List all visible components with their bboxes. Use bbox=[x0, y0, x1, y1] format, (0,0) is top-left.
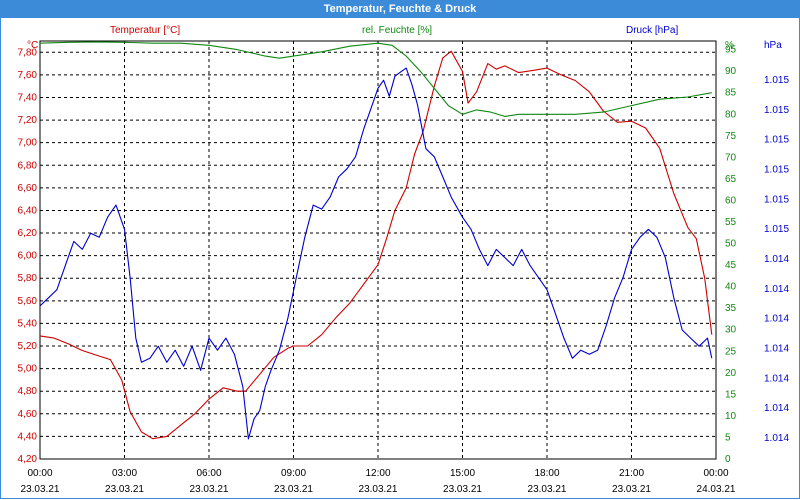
date-tick-label: 23.03.21 bbox=[528, 484, 567, 495]
temperature-axis-ticks: 7,80 7,60 7,40 7,20 7,00 6,80 6,60 6,40 6,20 6,00… bbox=[18, 47, 38, 465]
pressure-tick-label: 1.014 bbox=[764, 403, 789, 414]
temperature-tick-label: 4,80 bbox=[18, 386, 38, 397]
date-tick-label: 23.03.21 bbox=[612, 484, 651, 495]
time-tick-label: 18:00 bbox=[534, 468, 559, 479]
humidity-tick-label: 25 bbox=[725, 346, 737, 357]
pressure-tick-label: 1.015 bbox=[764, 165, 789, 176]
date-tick-label: 23.03.21 bbox=[105, 484, 144, 495]
humidity-tick-label: 0 bbox=[725, 454, 731, 465]
humidity-tick-label: 80 bbox=[725, 109, 737, 120]
pressure-tick-label: 1.015 bbox=[764, 105, 789, 116]
date-tick-label: 23.03.21 bbox=[21, 484, 60, 495]
date-tick-label: 23.03.21 bbox=[190, 484, 229, 495]
time-tick-label: 03:00 bbox=[112, 468, 137, 479]
humidity-tick-label: 85 bbox=[725, 88, 737, 99]
time-axis-ticks: 00:00 23.03.21 03:00 23.03.21 06:00 23.03.21 0… bbox=[21, 468, 736, 495]
pressure-tick-label: 1.015 bbox=[764, 194, 789, 205]
temperature-tick-label: 4,60 bbox=[18, 409, 38, 420]
temperature-tick-label: 5,60 bbox=[18, 296, 38, 307]
pressure-tick-label: 1.014 bbox=[764, 254, 789, 265]
time-tick-label: 15:00 bbox=[450, 468, 475, 479]
series-lines bbox=[39, 41, 713, 440]
temperature-legend-label: Temperatur [°C] bbox=[110, 25, 180, 36]
humidity-tick-label: 65 bbox=[725, 174, 737, 185]
temperature-tick-label: 6,00 bbox=[18, 251, 38, 262]
humidity-tick-label: 50 bbox=[725, 239, 737, 250]
pressure-unit-label: hPa bbox=[764, 40, 782, 51]
temperature-tick-label: 6,60 bbox=[18, 183, 38, 194]
temperature-tick-label: 4,20 bbox=[18, 454, 38, 465]
temperature-unit-label: °C bbox=[27, 40, 38, 51]
temperature-tick-label: 6,20 bbox=[18, 228, 38, 239]
pressure-legend-label: Druck [hPa] bbox=[626, 25, 678, 36]
humidity-tick-label: 95 bbox=[725, 45, 737, 56]
pressure-tick-label: 1.015 bbox=[764, 75, 789, 86]
temperature-tick-label: 4,40 bbox=[18, 431, 38, 442]
time-tick-label: 09:00 bbox=[281, 468, 306, 479]
humidity-tick-label: 10 bbox=[725, 411, 737, 422]
temperature-tick-label: 5,00 bbox=[18, 364, 38, 375]
humidity-tick-label: 55 bbox=[725, 217, 737, 228]
pressure-tick-label: 1.014 bbox=[764, 344, 789, 355]
humidity-tick-label: 30 bbox=[725, 325, 737, 336]
humidity-tick-label: 40 bbox=[725, 282, 737, 293]
humidity-unit-label: % bbox=[725, 40, 734, 51]
pressure-tick-label: 1.014 bbox=[764, 314, 789, 325]
grid-lines bbox=[40, 41, 716, 459]
temperature-tick-label: 6,80 bbox=[18, 160, 38, 171]
date-tick-label: 23.03.21 bbox=[274, 484, 313, 495]
temperature-tick-label: 7,40 bbox=[18, 92, 38, 103]
humidity-tick-label: 60 bbox=[725, 195, 737, 206]
date-tick-label: 24.03.21 bbox=[697, 484, 736, 495]
pressure-tick-label: 1.014 bbox=[764, 284, 789, 295]
time-tick-label: 21:00 bbox=[619, 468, 644, 479]
pressure-tick-label: 1.014 bbox=[764, 433, 789, 444]
time-tick-label: 06:00 bbox=[196, 468, 221, 479]
pressure-line bbox=[39, 67, 713, 440]
pressure-tick-label: 1.015 bbox=[764, 135, 789, 146]
humidity-tick-label: 75 bbox=[725, 131, 737, 142]
temperature-tick-label: 5,20 bbox=[18, 341, 38, 352]
temperature-tick-label: 7,80 bbox=[18, 47, 38, 58]
humidity-tick-label: 5 bbox=[725, 432, 731, 443]
temperature-tick-label: 5,40 bbox=[18, 318, 38, 329]
humidity-legend-label: rel. Feuchte [%] bbox=[362, 25, 432, 36]
temperature-tick-label: 6,40 bbox=[18, 205, 38, 216]
temperature-tick-label: 7,20 bbox=[18, 115, 38, 126]
pressure-tick-label: 1.015 bbox=[764, 224, 789, 235]
plot-area-border bbox=[39, 40, 717, 460]
pressure-tick-label: 1.014 bbox=[764, 373, 789, 384]
date-tick-label: 23.03.21 bbox=[443, 484, 482, 495]
time-tick-label: 00:00 bbox=[703, 468, 728, 479]
temperature-tick-label: 5,80 bbox=[18, 273, 38, 284]
pressure-axis-ticks: 1.015 1.015 1.015 1.015 1.015 1.015 1.014 1.014… bbox=[764, 75, 789, 444]
temperature-tick-label: 7,60 bbox=[18, 70, 38, 81]
humidity-tick-label: 90 bbox=[725, 66, 737, 77]
temperature-line bbox=[39, 50, 713, 440]
humidity-tick-label: 70 bbox=[725, 152, 737, 163]
humidity-line bbox=[39, 41, 712, 117]
date-tick-label: 23.03.21 bbox=[359, 484, 398, 495]
humidity-tick-label: 15 bbox=[725, 389, 737, 400]
temperature-tick-label: 7,00 bbox=[18, 138, 38, 149]
humidity-tick-label: 35 bbox=[725, 303, 737, 314]
humidity-tick-label: 20 bbox=[725, 368, 737, 379]
humidity-tick-label: 45 bbox=[725, 260, 737, 271]
time-tick-label: 12:00 bbox=[365, 468, 390, 479]
window-title: Temperatur, Feuchte & Druck bbox=[0, 0, 800, 18]
time-tick-label: 00:00 bbox=[27, 468, 52, 479]
